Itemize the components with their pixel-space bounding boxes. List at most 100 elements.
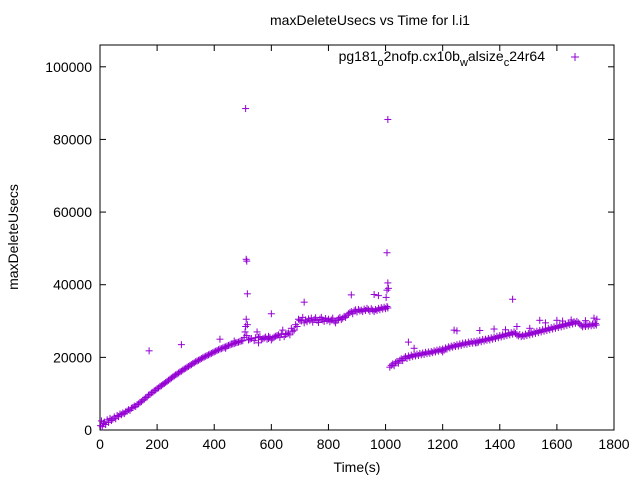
data-point <box>374 292 382 300</box>
data-point <box>226 341 234 349</box>
data-point <box>197 354 205 362</box>
data-point <box>279 326 287 334</box>
data-point <box>556 321 564 329</box>
data-point <box>541 319 549 327</box>
data-point <box>509 295 517 303</box>
data-point <box>462 339 470 347</box>
data-point <box>203 352 211 360</box>
legend-label-part: pg181 <box>339 48 378 64</box>
data-point <box>453 341 461 349</box>
x-tick-label: 1200 <box>427 436 458 452</box>
data-point <box>243 257 251 265</box>
data-point <box>501 326 509 334</box>
data-point <box>473 339 481 347</box>
data-point <box>243 290 251 298</box>
data-point <box>254 339 262 347</box>
data-point <box>213 346 221 354</box>
legend-label-subscript: w <box>459 57 468 69</box>
data-point <box>429 349 437 357</box>
legend-label: pg181o2nofp.cx10bwalsizec24r64 <box>339 48 546 69</box>
chart-title: maxDeleteUsecs vs Time for l.i1 <box>270 12 470 28</box>
data-point <box>200 353 208 361</box>
data-point <box>172 371 180 379</box>
data-point <box>404 338 412 346</box>
data-point <box>370 291 378 299</box>
legend-marker <box>571 53 579 61</box>
data-point <box>250 337 258 345</box>
data-point <box>553 316 561 324</box>
data-point <box>156 382 164 390</box>
data-point <box>300 319 308 327</box>
data-point <box>490 333 498 341</box>
data-point <box>329 314 337 322</box>
data-point <box>206 350 214 358</box>
data-point <box>591 320 599 328</box>
data-point <box>393 357 401 365</box>
data-point <box>564 319 572 327</box>
data-point <box>170 372 178 380</box>
data-point <box>222 344 230 352</box>
legend: pg181o2nofp.cx10bwalsizec24r64 <box>339 48 579 69</box>
data-point <box>180 365 188 373</box>
data-point <box>334 315 342 323</box>
data-point <box>384 304 392 312</box>
data-point <box>384 284 392 292</box>
data-point <box>145 347 153 355</box>
data-point <box>264 332 272 340</box>
data-point <box>450 341 458 349</box>
data-point <box>541 325 549 333</box>
data-point <box>402 353 410 361</box>
x-tick-label: 800 <box>317 436 341 452</box>
data-point <box>300 298 308 306</box>
data-point <box>432 348 440 356</box>
data-point <box>547 324 555 332</box>
data-point <box>242 255 250 263</box>
data-point <box>210 348 218 356</box>
data-point <box>446 344 454 352</box>
data-point <box>199 354 207 362</box>
data-point <box>269 334 277 342</box>
data-point <box>496 332 504 340</box>
data-point <box>536 326 544 334</box>
data-point <box>113 411 121 419</box>
data-point <box>326 318 334 326</box>
y-tick-label: 40000 <box>53 277 92 293</box>
data-point <box>243 321 251 329</box>
data-point <box>215 346 223 354</box>
data-point <box>513 322 521 330</box>
data-point <box>190 359 198 367</box>
x-tick-label: 0 <box>96 436 104 452</box>
data-point <box>559 317 567 325</box>
x-tick-label: 1400 <box>484 436 515 452</box>
data-point <box>241 328 249 336</box>
data-point <box>383 303 391 311</box>
data-point <box>384 115 392 123</box>
y-tick-label: 100000 <box>45 59 92 75</box>
data-point <box>367 305 375 313</box>
data-point <box>374 304 382 312</box>
data-point <box>383 249 391 257</box>
data-point <box>304 315 312 323</box>
data-point <box>263 335 271 343</box>
data-point <box>346 309 354 317</box>
data-point <box>581 317 589 325</box>
data-point <box>107 417 115 425</box>
data-point <box>243 332 251 340</box>
data-point <box>456 340 464 348</box>
data-point <box>527 329 535 337</box>
data-point <box>242 105 250 113</box>
data-point <box>234 338 242 346</box>
data-point <box>195 356 203 364</box>
data-point <box>283 330 291 338</box>
data-point <box>196 356 204 364</box>
data-point <box>487 334 495 342</box>
data-point <box>349 310 357 318</box>
data-point <box>490 325 498 333</box>
data-point <box>202 352 210 360</box>
data-point <box>273 332 281 340</box>
data-point <box>404 352 412 360</box>
legend-label-subscript: c <box>504 57 510 69</box>
data-point <box>183 363 191 371</box>
data-point <box>480 337 488 345</box>
